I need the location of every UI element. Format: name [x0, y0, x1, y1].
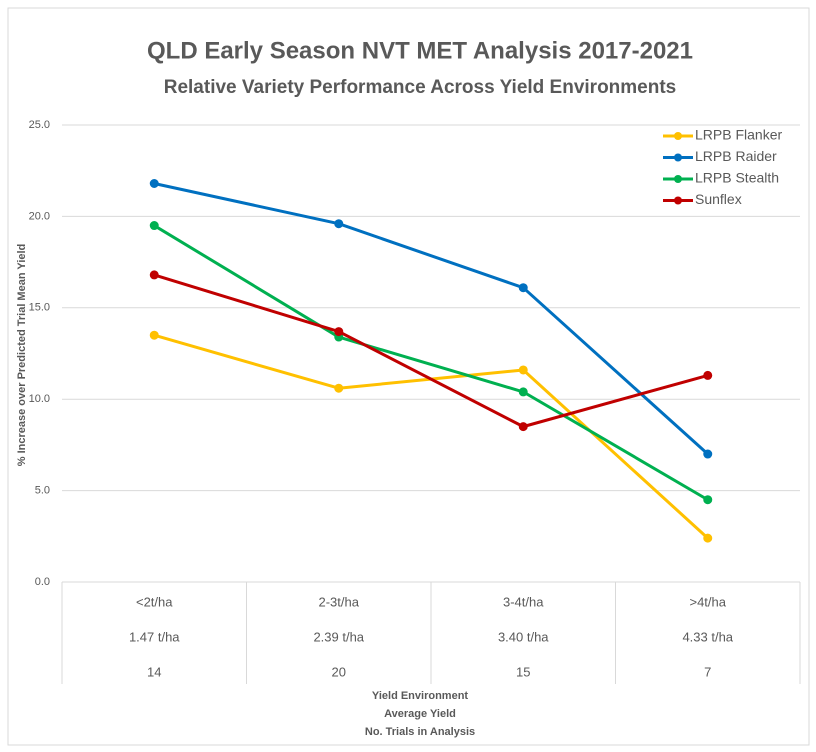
series-line: [153, 224, 709, 502]
data-point: [149, 178, 159, 188]
legend-marker: [674, 153, 682, 162]
y-tick-label: 0.0: [35, 576, 50, 588]
data-point: [703, 449, 713, 459]
data-point: [149, 221, 159, 231]
trials-label: 20: [332, 664, 346, 679]
legend-marker: [674, 132, 682, 140]
data-point: [518, 422, 528, 432]
y-axis-label: % Increase over Predicted Trial Mean Yie…: [16, 244, 28, 467]
legend-marker: [674, 196, 682, 205]
series-line: [153, 182, 709, 456]
data-point: [518, 365, 528, 375]
average-yield-label: 3.40 t/ha: [498, 629, 549, 644]
x-axis-label: Average Yield: [384, 708, 456, 720]
data-point: [149, 330, 159, 340]
x-tick-label: <2t/ha: [136, 594, 173, 609]
trials-label: 7: [704, 664, 711, 679]
average-yield-label: 2.39 t/ha: [313, 629, 364, 644]
y-tick-label: 10.0: [29, 393, 50, 405]
chart-title: QLD Early Season NVT MET Analysis 2017-2…: [147, 37, 693, 64]
data-point: [334, 327, 344, 337]
chart-subtitle: Relative Variety Performance Across Yiel…: [164, 77, 677, 98]
legend-label: LRPB Raider: [695, 148, 777, 164]
data-point: [703, 533, 713, 543]
data-point: [518, 387, 528, 397]
data-point: [703, 370, 713, 380]
average-yield-label: 4.33 t/ha: [682, 629, 733, 644]
data-point: [334, 383, 344, 393]
x-tick-label: 3-4t/ha: [503, 594, 544, 609]
y-tick-label: 20.0: [29, 210, 50, 222]
chart-border: [7, 7, 810, 746]
average-yield-label: 1.47 t/ha: [129, 629, 180, 644]
data-point: [518, 283, 528, 293]
trials-label: 15: [516, 664, 530, 679]
trials-label: 14: [147, 664, 161, 679]
x-tick-label: 2-3t/ha: [319, 594, 360, 609]
legend-label: Sunflex: [695, 191, 742, 207]
data-point: [149, 270, 159, 280]
data-point: [334, 219, 344, 229]
x-axis-label: No. Trials in Analysis: [365, 726, 475, 738]
y-tick-label: 15.0: [29, 302, 50, 314]
x-axis-label: Yield Environment: [372, 690, 469, 702]
legend-label: LRPB Flanker: [695, 127, 782, 143]
legend-marker: [674, 175, 682, 183]
x-tick-label: >4t/ha: [689, 594, 726, 609]
series-line: [153, 273, 709, 429]
y-tick-label: 5.0: [35, 485, 50, 497]
data-point: [703, 495, 713, 505]
y-tick-label: 25.0: [29, 119, 50, 131]
legend-label: LRPB Stealth: [695, 170, 779, 186]
